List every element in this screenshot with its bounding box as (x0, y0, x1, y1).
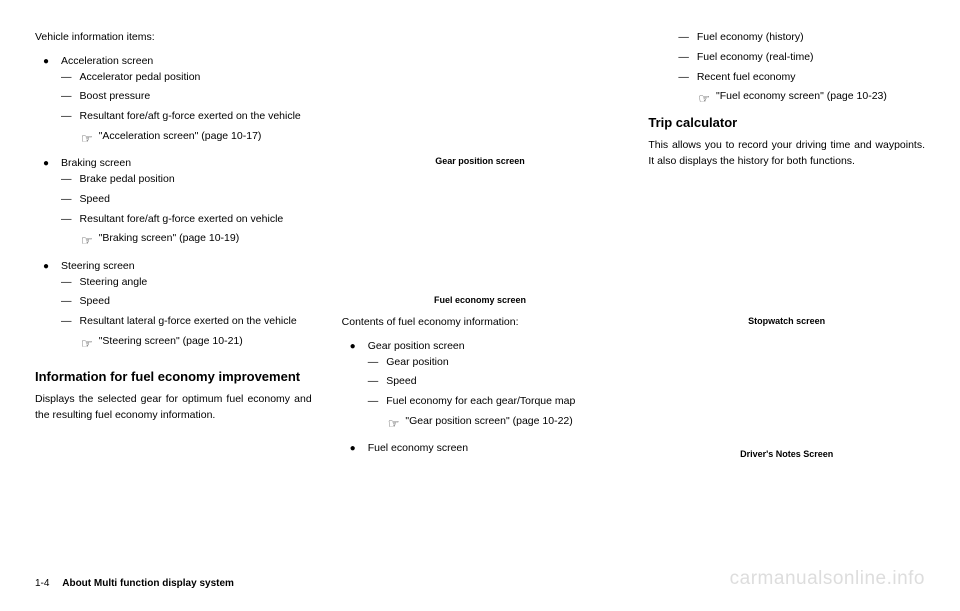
dash-icon: — (368, 374, 379, 390)
sub-text: Speed (386, 374, 618, 390)
sub-item: — Fuel economy for each gear/Torque map (368, 394, 619, 410)
dash-icon: — (61, 275, 72, 291)
sub-text: Fuel economy (real-time) (697, 50, 925, 66)
reference-text: "Fuel economy screen" (page 10-23) (716, 89, 925, 109)
reference-icon: ☞ (81, 231, 93, 251)
column-3: — Fuel economy (history) — Fuel economy … (648, 30, 925, 550)
reference-icon: ☞ (81, 334, 93, 354)
bullet-content: Fuel economy screen (368, 441, 619, 457)
sub-text: Brake pedal position (80, 172, 312, 188)
dash-icon: — (61, 212, 72, 228)
reference-icon: ☞ (698, 89, 710, 109)
reference-item: ☞ "Braking screen" (page 10-19) (61, 231, 312, 251)
sub-item: — Speed (368, 374, 619, 390)
reference-icon: ☞ (388, 414, 400, 434)
reference-text: "Braking screen" (page 10-19) (99, 231, 312, 251)
sub-text: Resultant fore/aft g-force exerted on th… (80, 109, 312, 125)
sub-text: Boost pressure (80, 89, 312, 105)
bullet-label: Gear position screen (368, 339, 619, 355)
bullet-label: Braking screen (61, 156, 312, 172)
figure-caption: Gear position screen (342, 155, 619, 169)
body-text: Displays the selected gear for optimum f… (35, 392, 312, 424)
sub-item: — Steering angle (61, 275, 312, 291)
dash-icon: — (61, 109, 72, 125)
reference-text: "Gear position screen" (page 10-22) (405, 414, 618, 434)
sub-item: — Accelerator pedal position (61, 70, 312, 86)
bullet-icon: ● (350, 441, 356, 457)
section-heading: Information for fuel economy improvement (35, 369, 312, 386)
bullet-item: ● Braking screen — Brake pedal position … (35, 156, 312, 255)
bullet-content: Braking screen — Brake pedal position — … (61, 156, 312, 255)
watermark: carmanualsonline.info (730, 565, 925, 594)
dash-icon: — (368, 355, 379, 371)
sub-text: Speed (80, 294, 312, 310)
figure-caption: Stopwatch screen (648, 315, 925, 329)
sub-item: — Recent fuel economy (678, 70, 925, 86)
reference-item: ☞ "Acceleration screen" (page 10-17) (61, 129, 312, 149)
bullet-content: Steering screen — Steering angle — Speed… (61, 259, 312, 358)
dash-icon: — (678, 50, 689, 66)
dash-icon: — (678, 70, 689, 86)
sub-text: Resultant fore/aft g-force exerted on ve… (80, 212, 312, 228)
bullet-content: Acceleration screen — Accelerator pedal … (61, 54, 312, 153)
figure-caption: Driver's Notes Screen (648, 448, 925, 462)
sub-item: — Speed (61, 294, 312, 310)
page-number: 1-4 (35, 578, 49, 589)
subsection-heading: Trip calculator (648, 113, 925, 133)
body-text: This allows you to record your driving t… (648, 138, 925, 170)
bullet-icon: ● (43, 54, 49, 153)
sub-text: Resultant lateral g-force exerted on the… (80, 314, 312, 330)
sub-item: — Fuel economy (history) (678, 30, 925, 46)
content-columns: Vehicle information items: ● Acceleratio… (35, 30, 925, 550)
dash-icon: — (61, 172, 72, 188)
sub-item: — Resultant fore/aft g-force exerted on … (61, 212, 312, 228)
reference-icon: ☞ (81, 129, 93, 149)
sub-text: Fuel economy for each gear/Torque map (386, 394, 618, 410)
dash-icon: — (61, 314, 72, 330)
reference-item: ☞ "Fuel economy screen" (page 10-23) (678, 89, 925, 109)
column-1: Vehicle information items: ● Acceleratio… (35, 30, 312, 550)
column-2: Gear position screen Fuel economy screen… (342, 30, 619, 550)
sub-text: Accelerator pedal position (80, 70, 312, 86)
dash-icon: — (61, 89, 72, 105)
dash-icon: — (368, 394, 379, 410)
dash-icon: — (61, 294, 72, 310)
bullet-label: Steering screen (61, 259, 312, 275)
bullet-icon: ● (43, 156, 49, 255)
bullet-item: ● Acceleration screen — Accelerator peda… (35, 54, 312, 153)
sub-item: — Resultant fore/aft g-force exerted on … (61, 109, 312, 125)
sub-text: Steering angle (80, 275, 312, 291)
sub-item: — Boost pressure (61, 89, 312, 105)
figure-caption: Fuel economy screen (342, 294, 619, 308)
reference-item: ☞ "Steering screen" (page 10-21) (61, 334, 312, 354)
sub-text: Recent fuel economy (697, 70, 925, 86)
bullet-item: ● Steering screen — Steering angle — Spe… (35, 259, 312, 358)
intro-text: Vehicle information items: (35, 30, 312, 46)
sub-item: — Speed (61, 192, 312, 208)
bullet-content: Gear position screen — Gear position — S… (368, 339, 619, 438)
bullet-label: Fuel economy screen (368, 441, 619, 457)
bullet-icon: ● (43, 259, 49, 358)
intro-text: Contents of fuel economy information: (342, 315, 619, 331)
dash-icon: — (61, 70, 72, 86)
reference-text: "Steering screen" (page 10-21) (99, 334, 312, 354)
reference-item: ☞ "Gear position screen" (page 10-22) (368, 414, 619, 434)
dash-icon: — (61, 192, 72, 208)
sub-item: — Brake pedal position (61, 172, 312, 188)
page-footer: 1-4 About Multi function display system (35, 576, 234, 591)
sub-item: — Fuel economy (real-time) (678, 50, 925, 66)
footer-title: About Multi function display system (62, 578, 234, 589)
reference-text: "Acceleration screen" (page 10-17) (99, 129, 312, 149)
sub-item: — Gear position (368, 355, 619, 371)
bullet-item: ● Fuel economy screen (342, 441, 619, 457)
bullet-item: ● Gear position screen — Gear position —… (342, 339, 619, 438)
continued-subs: — Fuel economy (history) — Fuel economy … (648, 30, 925, 109)
sub-text: Fuel economy (history) (697, 30, 925, 46)
sub-item: — Resultant lateral g-force exerted on t… (61, 314, 312, 330)
dash-icon: — (678, 30, 689, 46)
sub-text: Speed (80, 192, 312, 208)
sub-text: Gear position (386, 355, 618, 371)
bullet-icon: ● (350, 339, 356, 438)
bullet-label: Acceleration screen (61, 54, 312, 70)
